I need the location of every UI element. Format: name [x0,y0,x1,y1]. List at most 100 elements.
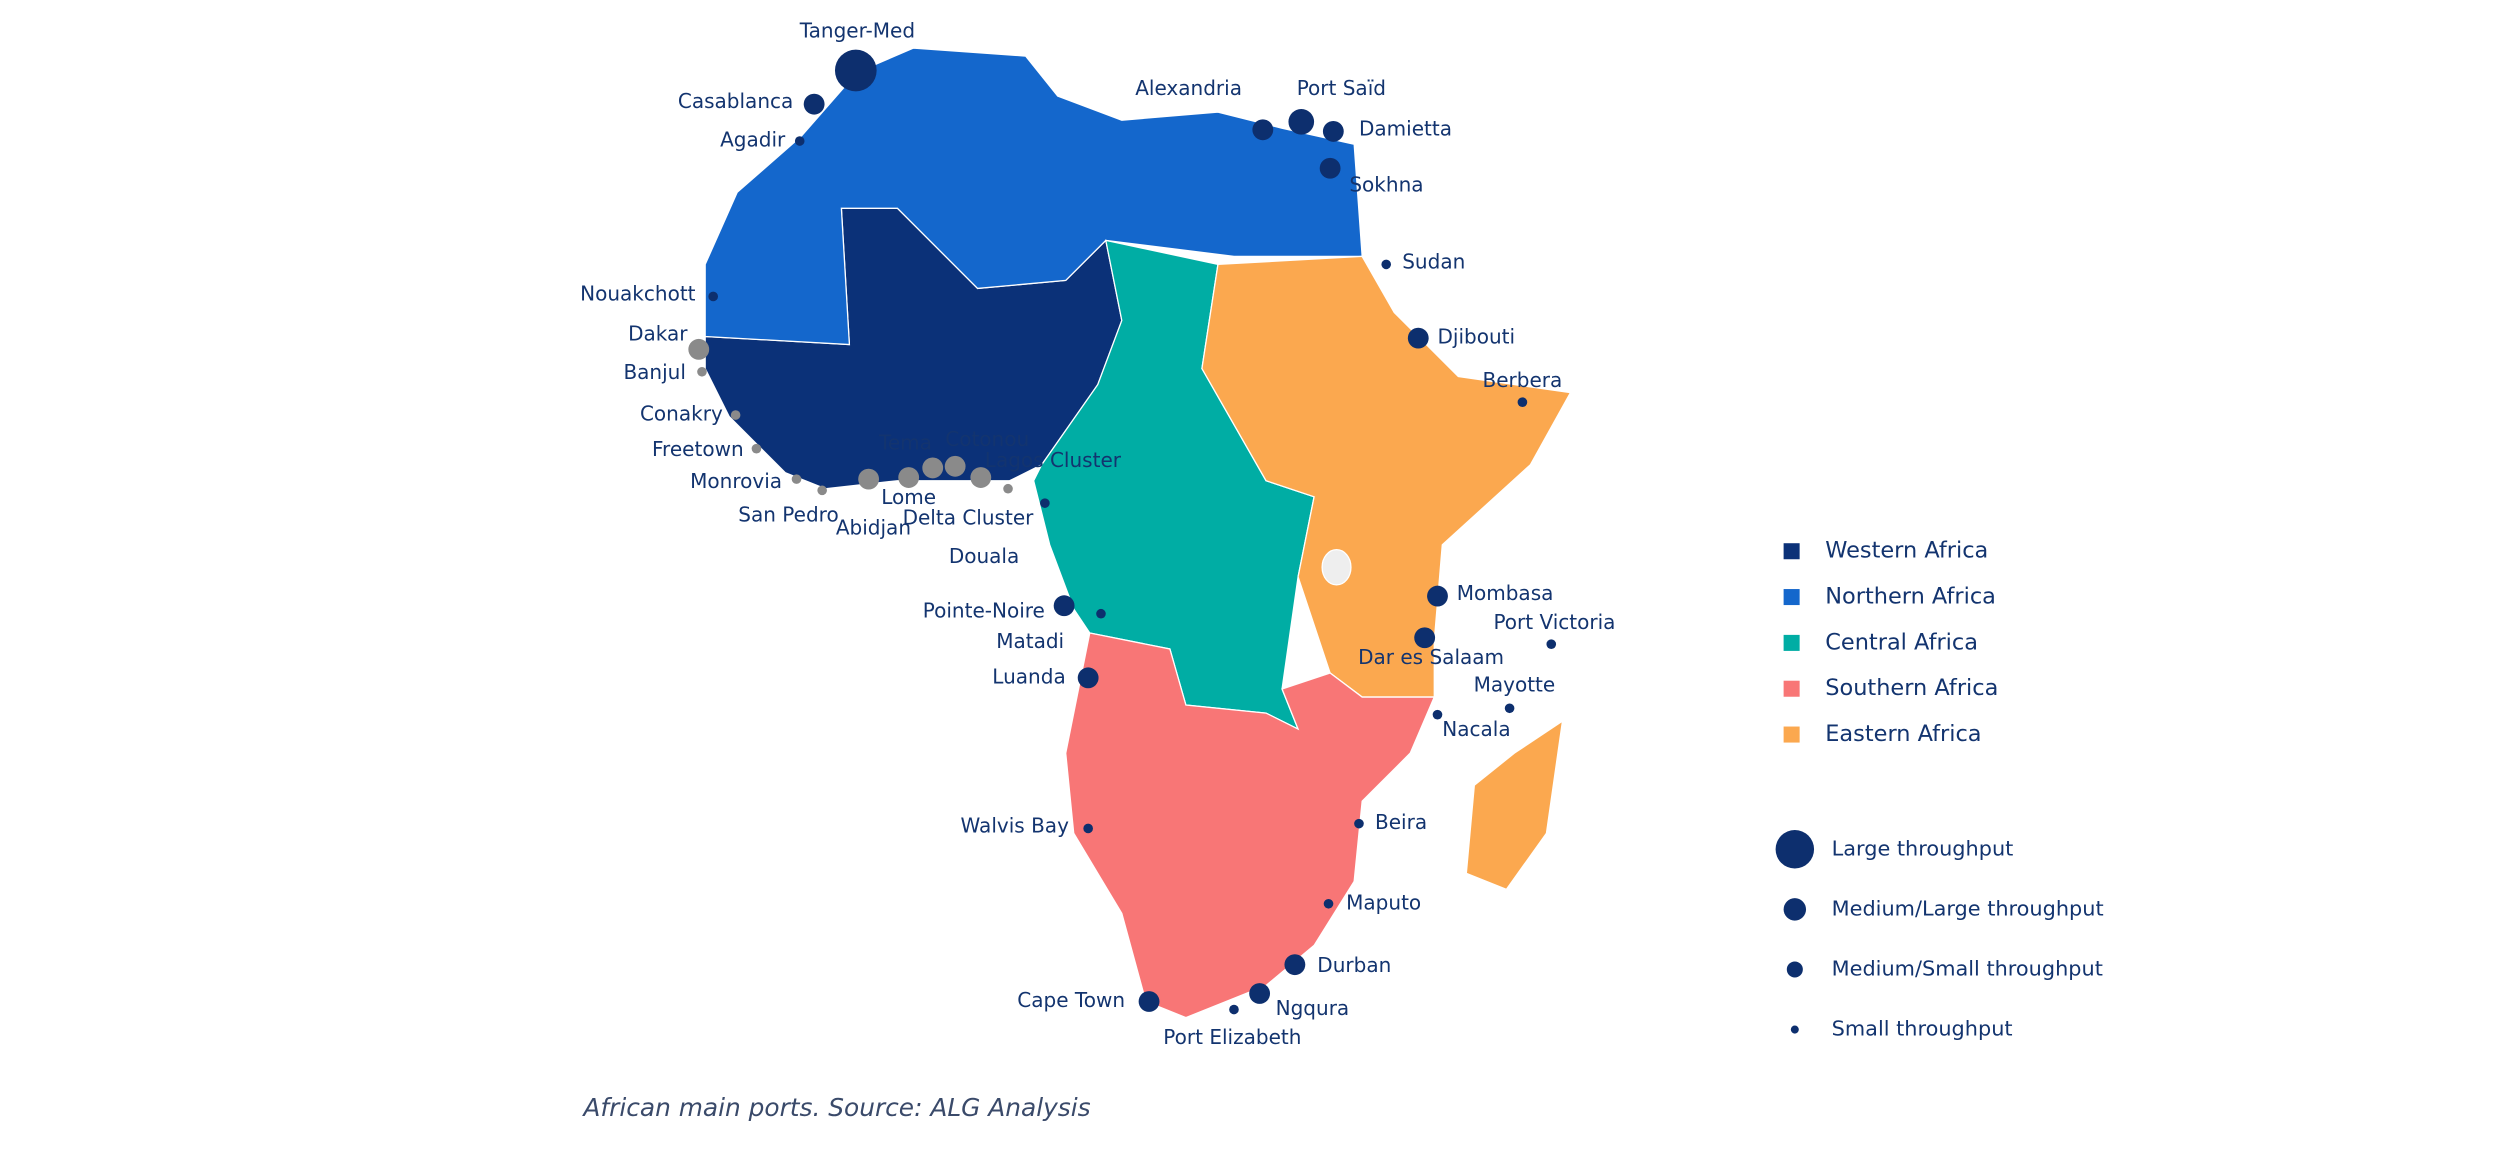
legend-label: Eastern Africa [1825,721,1981,747]
port-marker [697,366,707,377]
port-label: Mayotte [1474,672,1556,696]
port-marker [708,291,718,302]
legend-label: Southern Africa [1825,675,1998,701]
port-label: Pointe-Noire [923,599,1045,623]
legend-marker [1786,961,1803,978]
region [704,47,1363,346]
port-label: Luanda [992,664,1065,688]
port-label: Mombasa [1457,581,1554,605]
port-marker [1323,898,1334,909]
port-label: Cape Town [1017,988,1125,1012]
port-marker [1083,823,1093,834]
legend-swatch [1783,589,1800,606]
port-label: Damietta [1359,116,1452,140]
port-label: Port Victoria [1493,610,1615,634]
port-marker [1319,157,1341,179]
port-marker [1517,397,1528,408]
port-label: Cotonou [945,427,1029,451]
port-label: Nouakchott [580,281,696,305]
port-label: Freetown [652,437,744,461]
port-label: Port Elizabeth [1163,1025,1301,1049]
port-label: Tanger-Med [799,19,915,43]
port-marker [1096,608,1106,619]
port-marker [1288,108,1315,135]
port-label: Nacala [1442,717,1510,741]
port-marker [730,410,741,420]
port-label: Maputo [1346,890,1421,914]
port-label: Sudan [1402,249,1465,273]
port-marker [817,485,827,496]
port-label: Delta Cluster [903,506,1035,530]
port-marker [803,93,825,115]
port-marker [1229,1004,1239,1015]
legend-swatch [1783,634,1800,651]
port-label: Alexandria [1135,76,1242,100]
port-label: Dar es Salaam [1358,645,1504,669]
port-marker [688,338,710,360]
port-label: Ngqura [1276,996,1350,1020]
region [1065,632,1436,1019]
port-label: Matadi [996,629,1064,653]
port-label: Port Saïd [1297,76,1386,100]
port-label: Monrovia [690,469,782,493]
port-marker [1354,818,1364,829]
legend-label: Large throughput [1832,836,2014,860]
caption: African main ports. Source: ALG Analysis [581,1093,1090,1122]
legend-label: Western Africa [1825,538,1988,564]
port-marker [751,443,762,454]
legend-swatch [1783,680,1800,697]
port-marker [1432,709,1443,720]
port-label: Durban [1317,953,1391,977]
port-marker [794,136,805,146]
lake [1321,548,1352,586]
port-label: Conakry [640,402,723,426]
legend-label: Small throughput [1832,1017,2013,1041]
port-marker [1249,983,1271,1004]
port-marker [1546,639,1557,649]
legend-label: Central Africa [1825,629,1978,655]
port-label: Casablanca [678,89,793,113]
port-marker [1504,703,1515,714]
port-marker [944,455,966,477]
port-label: Walvis Bay [961,813,1070,837]
port-label: Tema [878,430,932,454]
port-marker [1407,327,1429,349]
port-label: Abidjan [836,515,911,539]
port-label: Lome [881,485,936,509]
legend-label: Northern Africa [1825,584,1996,610]
port-marker [1381,259,1392,270]
port-marker [1252,119,1274,141]
port-label: Douala [949,544,1019,568]
port-marker [1138,991,1160,1012]
legend-label: Medium/Small throughput [1832,956,2103,980]
port-label: Banjul [623,360,686,384]
port-label: Agadir [720,128,786,152]
legend-marker [1775,830,1815,869]
port-marker [922,457,944,479]
port-marker [1414,627,1436,649]
legend-swatch [1783,543,1800,560]
port-marker [1053,595,1075,617]
port-marker [1077,667,1099,689]
port-marker [1040,498,1050,508]
port-marker [1322,120,1344,142]
port-marker [791,474,802,484]
port-label: Sokhna [1349,172,1423,196]
port-marker [858,468,880,490]
port-marker [898,467,920,488]
port-marker [1003,483,1013,494]
port-marker [1427,585,1448,607]
port-label: Berbera [1483,368,1563,392]
port-label: Dakar [628,321,688,345]
port-marker [970,467,992,488]
legend-marker [1783,898,1807,921]
port-marker [834,49,877,92]
legend-swatch [1783,726,1800,743]
port-marker [1284,954,1306,976]
port-label: Lagos Cluster [985,448,1122,472]
port-label: Beira [1375,810,1427,834]
legend-label: Medium/Large throughput [1832,896,2104,920]
legend-marker [1790,1025,1799,1034]
